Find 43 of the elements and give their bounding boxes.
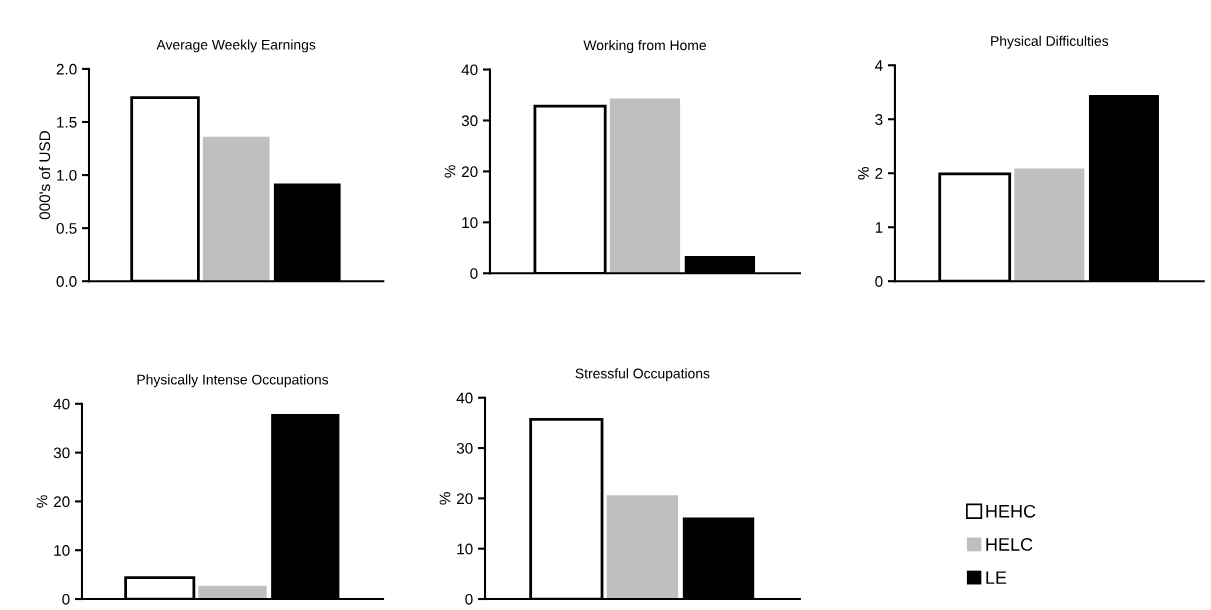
y-tick-label: 10 (54, 545, 70, 556)
y-tick-label: 10 (457, 543, 473, 555)
legend-label: LE (986, 571, 1007, 584)
y-axis-title: % (858, 166, 869, 180)
legend-label: HEHC (986, 504, 1036, 518)
y-tick-label: 0 (470, 268, 478, 279)
y-tick-label: 0 (875, 276, 883, 287)
y-tick-label: 1 (875, 222, 883, 233)
y-tick-label: 40 (456, 392, 473, 404)
legend-label: HELC (986, 538, 1033, 551)
y-tick-label: 1.0 (57, 169, 77, 181)
y-tick-label: 3 (875, 114, 883, 125)
y-tick-label: 30 (53, 447, 70, 459)
y-tick-label: 0 (62, 593, 70, 605)
bar (606, 495, 679, 600)
bar (202, 136, 270, 282)
y-tick-label: 2 (875, 168, 883, 179)
y-tick-label: 0 (465, 593, 473, 605)
y-tick-label: 30 (456, 442, 473, 454)
chart-title: Working from Home (583, 40, 706, 53)
y-tick-label: 4 (874, 60, 883, 71)
y-tick-label: 1.5 (57, 117, 77, 128)
y-tick-label: 30 (461, 115, 478, 127)
y-tick-label: 20 (53, 496, 70, 508)
y-tick-label: 40 (461, 64, 478, 76)
y-axis-title: % (36, 495, 48, 508)
y-axis-title: % (444, 165, 456, 178)
bar (198, 585, 267, 600)
y-tick-label: 2.0 (56, 63, 77, 75)
chart-title: Physical Difficulties (991, 35, 1109, 49)
chart-title: Physically Intense Occupations (137, 374, 329, 388)
bar (609, 98, 681, 274)
chart-title: Average Weekly Earnings (156, 39, 316, 53)
y-axis-title: % (439, 492, 451, 505)
y-tick-label: 20 (461, 166, 478, 178)
y-tick-label: 0.5 (56, 223, 77, 234)
y-tick-label: 20 (456, 493, 473, 505)
chart-title: Stressful Occupations (575, 368, 710, 382)
y-tick-label: 10 (462, 217, 478, 229)
y-axis-title: 000's of USD (38, 131, 51, 220)
bar (1014, 168, 1085, 282)
y-tick-label: 0.0 (56, 276, 77, 287)
y-tick-label: 40 (53, 398, 70, 410)
